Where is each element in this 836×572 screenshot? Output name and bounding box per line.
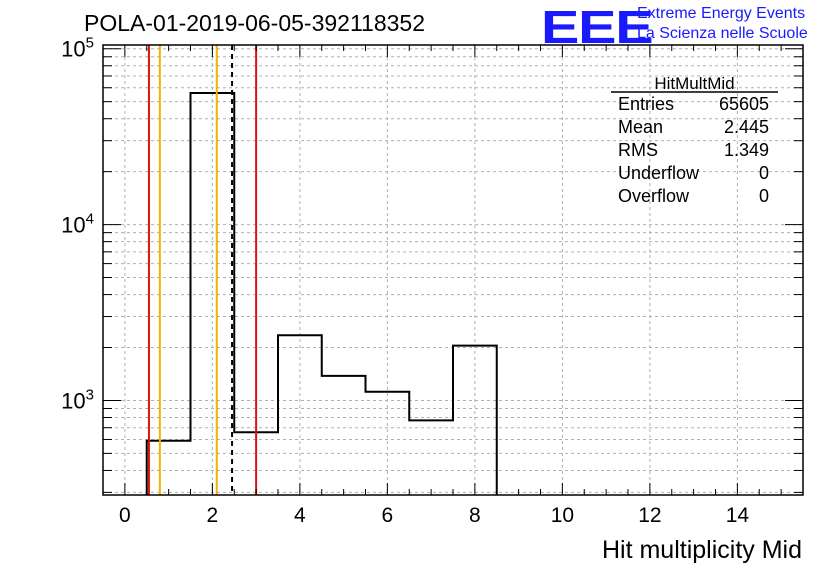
x-tick-label: 0 xyxy=(119,504,131,527)
eee-logo-line1: Extreme Energy Events xyxy=(637,5,806,22)
x-tick-label: 10 xyxy=(551,504,574,527)
stats-box-name: HitMultMid xyxy=(654,74,734,93)
y-tick-label: 104 xyxy=(61,211,94,238)
x-tick-label: 12 xyxy=(638,504,661,527)
y-tick-label: 103 xyxy=(61,386,94,413)
histogram-outline xyxy=(145,92,498,495)
eee-logo: EEE xyxy=(541,1,654,53)
eee-logo-line2: La Scienza nelle Scuole xyxy=(637,25,808,42)
stats-value: 2.445 xyxy=(724,117,769,137)
x-tick-label: 14 xyxy=(726,504,750,527)
x-axis-label: Hit multiplicity Mid xyxy=(601,536,802,564)
stats-label: Entries xyxy=(618,94,674,114)
y-tick-label: 105 xyxy=(61,35,94,62)
stats-value: 0 xyxy=(759,163,769,183)
stats-label: Mean xyxy=(618,117,663,137)
stats-label: Overflow xyxy=(618,186,690,206)
run-title: POLA-01-2019-06-05-392118352 xyxy=(84,10,425,36)
stats-value: 1.349 xyxy=(724,140,769,160)
x-tick-label: 6 xyxy=(382,504,394,527)
stats-label: RMS xyxy=(618,140,658,160)
stats-value: 0 xyxy=(759,186,769,206)
x-tick-label: 2 xyxy=(207,504,219,527)
x-tick-label: 4 xyxy=(294,504,306,527)
x-tick-label: 8 xyxy=(469,504,481,527)
stats-label: Underflow xyxy=(618,163,700,183)
stats-value: 65605 xyxy=(719,94,769,114)
